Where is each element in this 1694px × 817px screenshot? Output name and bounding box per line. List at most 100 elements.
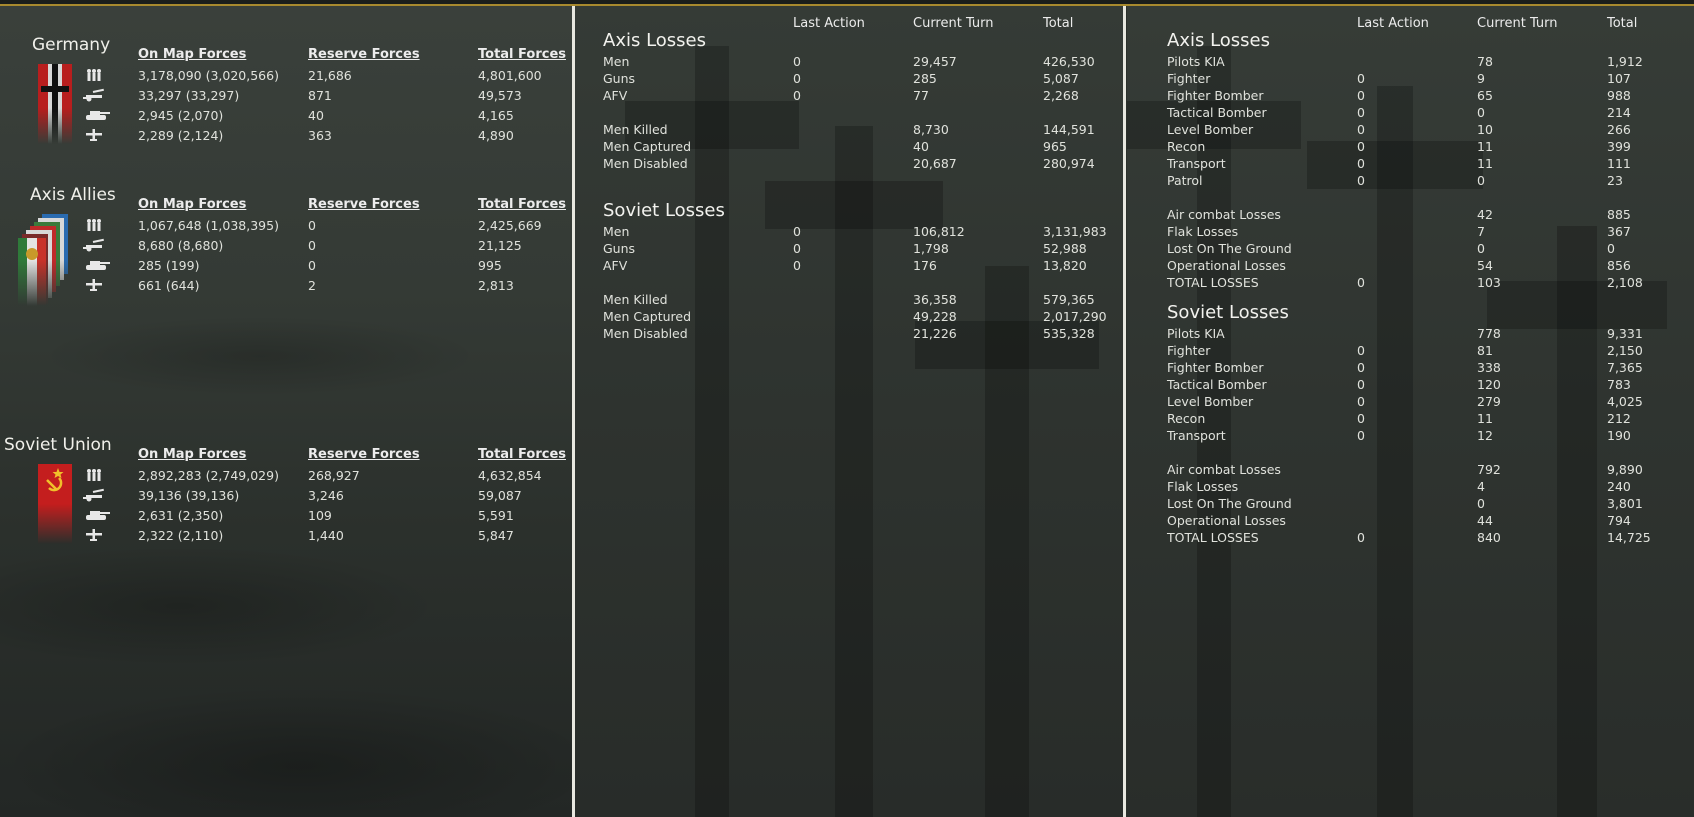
loss-current-value: 36,358 [913,292,957,307]
loss-current-value: 44 [1477,513,1493,528]
on-map-value: 661 (644) [138,278,200,293]
reserve-forces-header: Reserve Forces [308,197,420,212]
loss-last-value: 0 [1357,105,1365,120]
loss-current-value: 778 [1477,326,1501,341]
loss-row-label: TOTAL LOSSES [1167,530,1259,545]
loss-total-value: 399 [1607,139,1631,154]
loss-total-value: 7,365 [1607,360,1643,375]
loss-total-value: 214 [1607,105,1631,120]
reserve-value: 109 [308,508,332,523]
reserve-value: 363 [308,128,332,143]
loss-row-label: Air combat Losses [1167,462,1281,477]
on-map-value: 1,067,648 (1,038,395) [138,218,279,233]
total-value: 49,573 [478,88,522,103]
forces-panel: Germany On Map Forces Reserve Forces Tot… [0,6,572,817]
loss-last-value: 0 [1357,71,1365,86]
loss-row-label: Men Disabled [603,326,688,341]
top-border [0,0,1694,6]
loss-row-label: Men Captured [603,139,692,154]
cemetery-cross [1487,226,1667,817]
faction-germany: Germany On Map Forces Reserve Forces Tot… [0,32,572,197]
loss-last-value: 0 [793,241,801,256]
loss-total-value: 240 [1607,479,1631,494]
loss-last-value: 0 [1357,156,1365,171]
loss-row-label: Operational Losses [1167,258,1286,273]
loss-last-value: 0 [1357,343,1365,358]
loss-row-label: Tactical Bomber [1167,377,1267,392]
reserve-value: 40 [308,108,324,123]
loss-current-value: 8,730 [913,122,949,137]
loss-total-value: 579,365 [1043,292,1095,307]
loss-total-value: 107 [1607,71,1631,86]
loss-row-label: Flak Losses [1167,224,1239,239]
loss-total-value: 856 [1607,258,1631,273]
faction-axis-allies: Axis Allies On Map Forces Reserve Forces… [0,182,572,347]
loss-row-label: TOTAL LOSSES [1167,275,1259,290]
section-title: Axis Losses [1167,30,1270,51]
faction-name: Axis Allies [30,185,116,205]
loss-last-value: 0 [1357,139,1365,154]
reserve-value: 0 [308,238,316,253]
panel-divider [572,6,575,817]
tank-icon [86,111,110,120]
soviet-flag [38,464,72,544]
loss-total-value: 885 [1607,207,1631,222]
loss-current-value: 11 [1477,411,1493,426]
loss-current-value: 0 [1477,105,1485,120]
on-map-value: 2,945 (2,070) [138,108,224,123]
men-icon [87,219,101,231]
loss-row-label: Guns [603,71,636,86]
last-action-header: Last Action [793,16,865,31]
reserve-forces-header: Reserve Forces [308,447,420,462]
loss-total-value: 23 [1607,173,1623,188]
loss-last-value: 0 [1357,275,1365,290]
loss-total-value: 212 [1607,411,1631,426]
on-map-value: 2,892,283 (2,749,029) [138,468,279,483]
loss-row-label: Flak Losses [1167,479,1239,494]
cemetery-cross [1307,86,1483,817]
loss-total-value: 52,988 [1043,241,1087,256]
loss-row-label: Men Disabled [603,156,688,171]
cemetery-cross [915,266,1099,817]
loss-row-label: Operational Losses [1167,513,1286,528]
reserve-value: 268,927 [308,468,360,483]
loss-current-value: 285 [913,71,937,86]
aircraft-icon [86,279,102,291]
reserve-value: 2 [308,278,316,293]
loss-current-value: 65 [1477,88,1493,103]
loss-current-value: 4 [1477,479,1485,494]
faction-name: Soviet Union [4,435,112,455]
loss-current-value: 11 [1477,139,1493,154]
loss-current-value: 338 [1477,360,1501,375]
loss-current-value: 29,457 [913,54,957,69]
total-forces-header: Total Forces [478,197,566,212]
loss-row-label: Men Killed [603,122,668,137]
reserve-value: 3,246 [308,488,344,503]
faction-name: Germany [32,35,111,55]
loss-row-label: AFV [603,258,628,273]
on-map-value: 8,680 (8,680) [138,238,224,253]
loss-total-value: 426,530 [1043,54,1095,69]
loss-last-value: 0 [1357,173,1365,188]
loss-total-value: 3,131,983 [1043,224,1107,239]
loss-total-value: 367 [1607,224,1631,239]
total-forces-header: Total Forces [478,447,566,462]
german-war-ensign-flag [38,64,72,144]
loss-row-label: Patrol [1167,173,1203,188]
loss-row-label: Men [603,224,630,239]
loss-current-value: 77 [913,88,929,103]
men-icon [87,469,101,481]
loss-row-label: Fighter [1167,71,1211,86]
tank-icon [86,261,110,270]
loss-current-value: 10 [1477,122,1493,137]
section-title: Soviet Losses [1167,302,1289,323]
loss-current-value: 9 [1477,71,1485,86]
loss-row-label: AFV [603,88,628,103]
loss-total-value: 0 [1607,241,1615,256]
total-value: 2,425,669 [478,218,542,233]
loss-current-value: 81 [1477,343,1493,358]
on-map-value: 39,136 (39,136) [138,488,240,503]
loss-current-value: 12 [1477,428,1493,443]
loss-row-label: Guns [603,241,636,256]
loss-total-value: 965 [1043,139,1067,154]
